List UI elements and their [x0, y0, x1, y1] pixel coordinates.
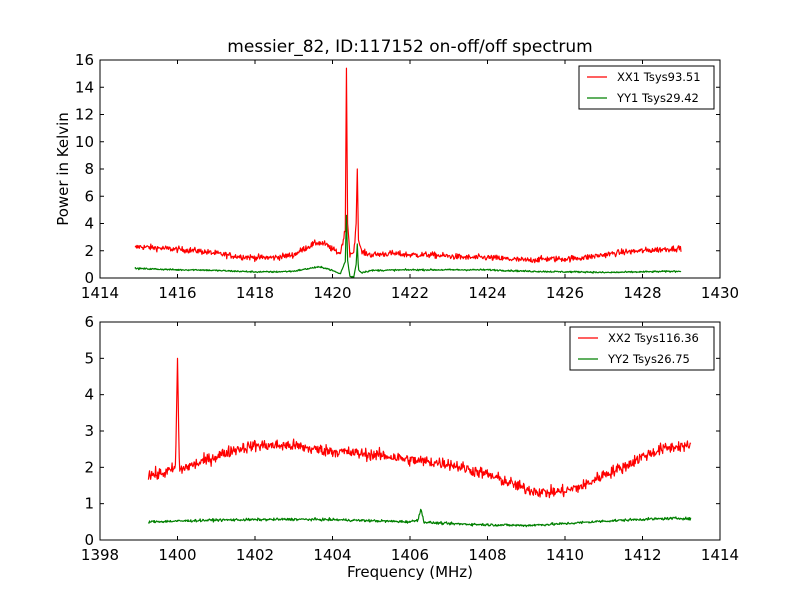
- x-tick-label: 1424: [468, 284, 506, 302]
- x-tick-label: 1406: [391, 546, 429, 564]
- top-chart: messier_82, ID:117152 on-off/off spectru…: [54, 37, 739, 302]
- x-tick-label: 1422: [391, 284, 429, 302]
- y-tick-label: 0: [84, 269, 94, 287]
- x-tick-label: 1414: [701, 546, 739, 564]
- plot-lines: [134, 67, 682, 278]
- legend-label: YY1 Tsys29.42: [616, 91, 699, 105]
- x-tick-label: 1430: [701, 284, 739, 302]
- y-tick-label: 10: [75, 133, 94, 151]
- x-axis-label: Frequency (MHz): [347, 563, 473, 581]
- x-tick-label: 1416: [158, 284, 196, 302]
- axes: 1398 1400 1402 1404 1406 1408 1410 1412 1414 0 1 2 3…: [81, 313, 739, 564]
- legend-box: [569, 326, 715, 371]
- y-tick-label: 5: [84, 349, 94, 367]
- y-tick-label: 1: [84, 495, 94, 513]
- y-tick-label: 2: [84, 242, 94, 260]
- y-tick-label: 6: [84, 187, 94, 205]
- legend: XX2 Tsys116.36 YY2 Tsys26.75: [569, 326, 715, 371]
- legend-label: YY2 Tsys26.75: [607, 352, 690, 366]
- y-tick-label: 4: [84, 215, 94, 233]
- x-tick-label: 1398: [81, 546, 119, 564]
- x-tick-label: 1402: [236, 546, 274, 564]
- x-tick-label: 1408: [468, 546, 506, 564]
- series-line-2: [147, 508, 692, 528]
- x-tick-label: 1410: [546, 546, 584, 564]
- y-tick-label: 8: [84, 160, 94, 178]
- y-tick-label: 2: [84, 458, 94, 476]
- axes: 1414 1416 1418 1420 1422 1424 1426 1428 14300246…: [75, 51, 739, 302]
- legend-label: XX2 Tsys116.36: [608, 331, 699, 345]
- y-tick-label: 6: [84, 313, 94, 331]
- series-line-1: [147, 357, 692, 499]
- x-tick-label: 1418: [236, 284, 274, 302]
- bottom-chart: 1398 1400 1402 1404 1406 1408 1410 1412 1414 0 1 2 3…: [81, 313, 739, 581]
- legend-box: [578, 65, 715, 110]
- x-tick-label: 1412: [623, 546, 661, 564]
- x-tick-label: 1420: [313, 284, 351, 302]
- x-tick-label: 1404: [313, 546, 351, 564]
- chart-title: messier_82, ID:117152 on-off/off spectru…: [227, 37, 592, 57]
- plot-lines: [147, 357, 692, 528]
- y-tick-label: 3: [84, 422, 94, 440]
- y-axis-label: Power in Kelvin: [54, 112, 72, 226]
- y-tick-label: 14: [75, 78, 94, 96]
- series-line-1: [134, 67, 682, 264]
- x-tick-label: 1400: [158, 546, 196, 564]
- y-tick-label: 16: [75, 51, 94, 69]
- y-tick-label: 4: [84, 386, 94, 404]
- legend: XX1 Tsys93.51 YY1 Tsys29.42: [578, 65, 715, 110]
- y-tick-label: 12: [75, 106, 94, 124]
- x-tick-label: 1428: [623, 284, 661, 302]
- y-tick-label: 0: [84, 531, 94, 549]
- legend-label: XX1 Tsys93.51: [617, 70, 701, 84]
- x-tick-label: 1414: [81, 284, 119, 302]
- series-line-2: [134, 214, 682, 278]
- x-tick-label: 1426: [546, 284, 584, 302]
